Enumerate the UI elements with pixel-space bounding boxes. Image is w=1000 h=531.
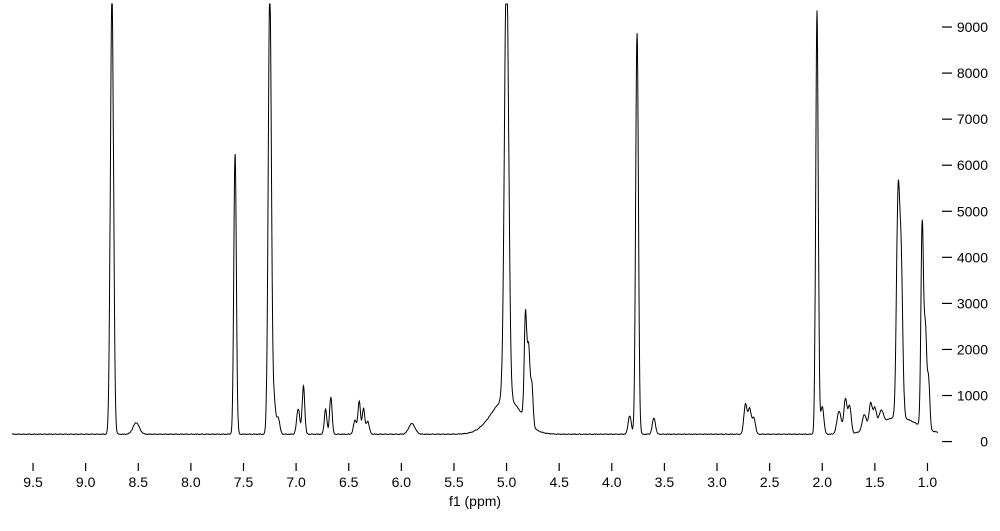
y-tick-label: 8000 xyxy=(957,65,988,81)
y-tick-label: 1000 xyxy=(957,388,988,404)
x-tick-label: 2.0 xyxy=(813,474,833,490)
x-tick-label: 8.5 xyxy=(129,474,149,490)
nmr-spectrum-chart: { "chart": { "type": "line", "xlabel": "… xyxy=(0,0,1000,513)
x-axis-label: f1 (ppm) xyxy=(449,493,501,509)
y-tick-label: 2000 xyxy=(957,341,988,357)
x-tick-label: 7.5 xyxy=(234,474,254,490)
x-tick-label: 5.5 xyxy=(444,474,464,490)
x-tick-label: 3.0 xyxy=(707,474,727,490)
y-tick-label: 9000 xyxy=(957,19,988,35)
spectrum-svg: 9.5 9.0 8.5 8.0 7.5 7.0 6.5 6.0 5.5 5.0 4.5 4.0 3.5 3… xyxy=(0,0,1000,513)
x-tick-label: 4.5 xyxy=(549,474,569,490)
x-tick-label: 2.5 xyxy=(760,474,780,490)
y-tick-label: 7000 xyxy=(957,111,988,127)
x-tick-label: 8.0 xyxy=(181,474,201,490)
x-tick-label: 3.5 xyxy=(655,474,675,490)
spectrum-trace xyxy=(12,4,938,435)
x-tick-label: 6.0 xyxy=(392,474,412,490)
y-tick-label: 5000 xyxy=(957,203,988,219)
x-tick-label: 9.5 xyxy=(23,474,43,490)
y-tick-label: 0 xyxy=(980,434,988,450)
x-tick-label: 5.0 xyxy=(497,474,517,490)
y-tick-label: 4000 xyxy=(957,249,988,265)
x-tick-label: 7.0 xyxy=(286,474,306,490)
x-tick-label: 4.0 xyxy=(602,474,622,490)
y-tick-label: 6000 xyxy=(957,157,988,173)
y-tick-label: 3000 xyxy=(957,295,988,311)
x-tick-label: 1.5 xyxy=(865,474,885,490)
x-tick-label: 1.0 xyxy=(918,474,938,490)
x-tick-label: 6.5 xyxy=(339,474,359,490)
x-tick-label: 9.0 xyxy=(76,474,96,490)
